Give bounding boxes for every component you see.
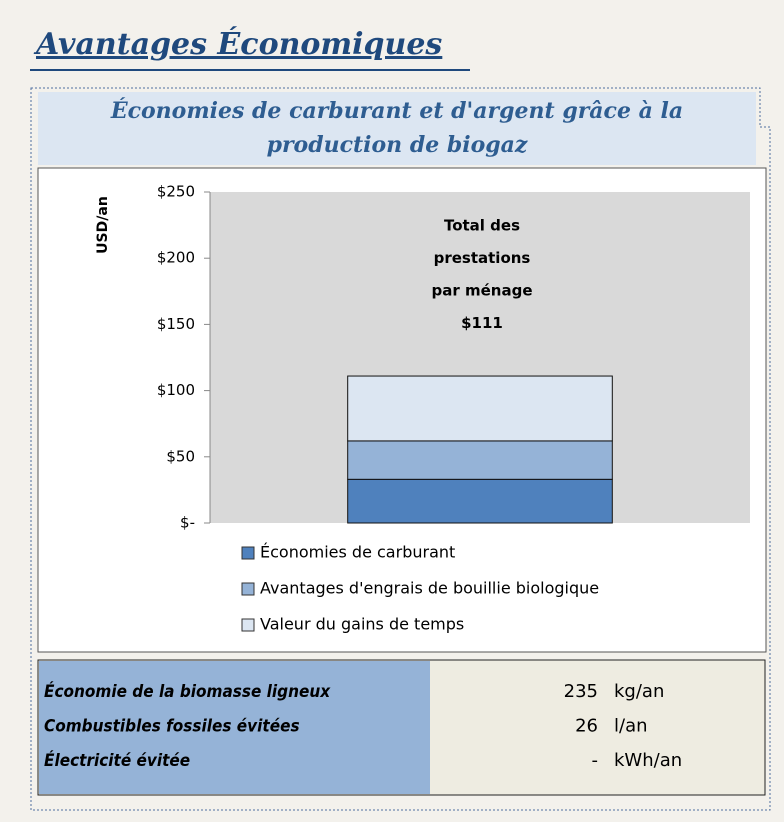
y-tick-label: $-: [180, 514, 195, 532]
table-unit: kg/an: [614, 681, 664, 702]
annotation: par ménage: [432, 282, 533, 300]
table-unit: l/an: [614, 716, 648, 737]
table-value: 235: [564, 681, 598, 702]
chart-title: Économies de carburant et d'argent grâce…: [110, 97, 683, 124]
table-label: Combustibles fossiles évitées: [44, 717, 300, 737]
y-tick-label: $150: [157, 315, 195, 333]
legend-swatch: [241, 546, 255, 560]
y-tick-label: $50: [166, 447, 195, 465]
chart-title: production de biogaz: [267, 132, 528, 158]
table-label: Électricité évitée: [44, 749, 190, 771]
y-tick-label: $100: [157, 381, 195, 399]
table-value: -: [592, 750, 599, 771]
legend-label: Économies de carburant: [260, 543, 455, 562]
table-value: 26: [575, 716, 598, 737]
annotation: Total des: [444, 217, 520, 235]
legend-swatch: [241, 618, 255, 632]
bar-segment: [347, 440, 613, 480]
header-band: [38, 92, 756, 165]
page-title: Avantages Économiques: [33, 26, 442, 62]
annotation: prestations: [434, 249, 531, 267]
y-axis-label: USD/an: [95, 196, 111, 254]
table-label-column: [39, 661, 430, 794]
y-tick-label: $200: [157, 249, 195, 267]
table-label: Économie de la biomasse ligneux: [44, 680, 331, 702]
legend-label: Avantages d'engrais de bouillie biologiq…: [260, 579, 599, 598]
panel-border: [30, 87, 771, 811]
y-tick-label: $250: [157, 183, 195, 201]
bar-segment: [347, 375, 613, 442]
bar-segment: [347, 478, 613, 524]
legend-label: Valeur du gains de temps: [260, 615, 464, 634]
legend-swatch: [241, 582, 255, 596]
table-unit: kWh/an: [614, 750, 682, 771]
annotation: $111: [461, 314, 503, 332]
